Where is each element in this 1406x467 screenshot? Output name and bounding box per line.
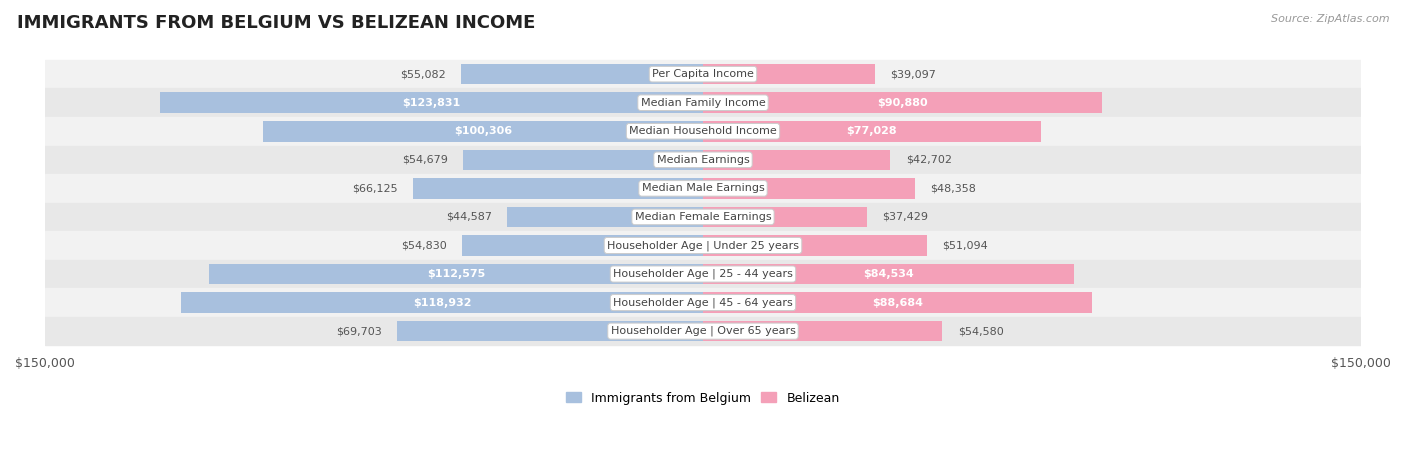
Bar <box>703 264 1074 284</box>
Text: $42,702: $42,702 <box>905 155 952 165</box>
Text: $69,703: $69,703 <box>336 326 382 336</box>
Bar <box>508 206 703 227</box>
Text: $112,575: $112,575 <box>427 269 485 279</box>
Text: $123,831: $123,831 <box>402 98 461 108</box>
Bar <box>703 178 915 198</box>
Text: Median Female Earnings: Median Female Earnings <box>634 212 772 222</box>
Bar <box>45 174 1361 203</box>
Bar <box>263 121 703 142</box>
Bar <box>463 235 703 256</box>
Bar <box>45 317 1361 346</box>
Text: Median Earnings: Median Earnings <box>657 155 749 165</box>
Legend: Immigrants from Belgium, Belizean: Immigrants from Belgium, Belizean <box>561 387 845 410</box>
Bar <box>45 288 1361 317</box>
Text: Householder Age | Under 25 years: Householder Age | Under 25 years <box>607 240 799 251</box>
Text: Householder Age | Over 65 years: Householder Age | Over 65 years <box>610 326 796 336</box>
Bar <box>398 321 703 341</box>
Text: $54,679: $54,679 <box>402 155 447 165</box>
Bar <box>45 88 1361 117</box>
Text: $90,880: $90,880 <box>877 98 928 108</box>
Text: Median Family Income: Median Family Income <box>641 98 765 108</box>
Bar <box>413 178 703 198</box>
Bar <box>703 235 927 256</box>
Text: $39,097: $39,097 <box>890 69 936 79</box>
Bar <box>209 264 703 284</box>
Text: Per Capita Income: Per Capita Income <box>652 69 754 79</box>
Bar <box>703 64 875 85</box>
Bar <box>45 203 1361 231</box>
Text: $100,306: $100,306 <box>454 126 512 136</box>
Text: $77,028: $77,028 <box>846 126 897 136</box>
Bar <box>45 231 1361 260</box>
Bar <box>45 260 1361 288</box>
Text: $44,587: $44,587 <box>446 212 492 222</box>
Text: $48,358: $48,358 <box>931 184 976 193</box>
Bar <box>703 206 868 227</box>
Text: IMMIGRANTS FROM BELGIUM VS BELIZEAN INCOME: IMMIGRANTS FROM BELGIUM VS BELIZEAN INCO… <box>17 14 536 32</box>
Bar <box>703 92 1102 113</box>
Text: $55,082: $55,082 <box>401 69 446 79</box>
Text: Median Household Income: Median Household Income <box>628 126 778 136</box>
Text: $54,580: $54,580 <box>957 326 1004 336</box>
Text: $51,094: $51,094 <box>942 241 988 250</box>
Bar <box>45 60 1361 88</box>
Text: $118,932: $118,932 <box>413 297 471 308</box>
Text: Householder Age | 25 - 44 years: Householder Age | 25 - 44 years <box>613 269 793 279</box>
Text: Householder Age | 45 - 64 years: Householder Age | 45 - 64 years <box>613 297 793 308</box>
Bar <box>181 292 703 313</box>
Bar <box>703 149 890 170</box>
Text: $37,429: $37,429 <box>883 212 928 222</box>
Bar <box>703 121 1040 142</box>
Bar <box>703 292 1092 313</box>
Text: $88,684: $88,684 <box>872 297 922 308</box>
Bar <box>461 64 703 85</box>
Bar <box>45 146 1361 174</box>
Text: Source: ZipAtlas.com: Source: ZipAtlas.com <box>1271 14 1389 24</box>
Text: $66,125: $66,125 <box>352 184 398 193</box>
Bar <box>703 321 942 341</box>
Bar <box>160 92 703 113</box>
Bar <box>45 117 1361 146</box>
Text: $54,830: $54,830 <box>401 241 447 250</box>
Bar <box>463 149 703 170</box>
Text: Median Male Earnings: Median Male Earnings <box>641 184 765 193</box>
Text: $84,534: $84,534 <box>863 269 914 279</box>
